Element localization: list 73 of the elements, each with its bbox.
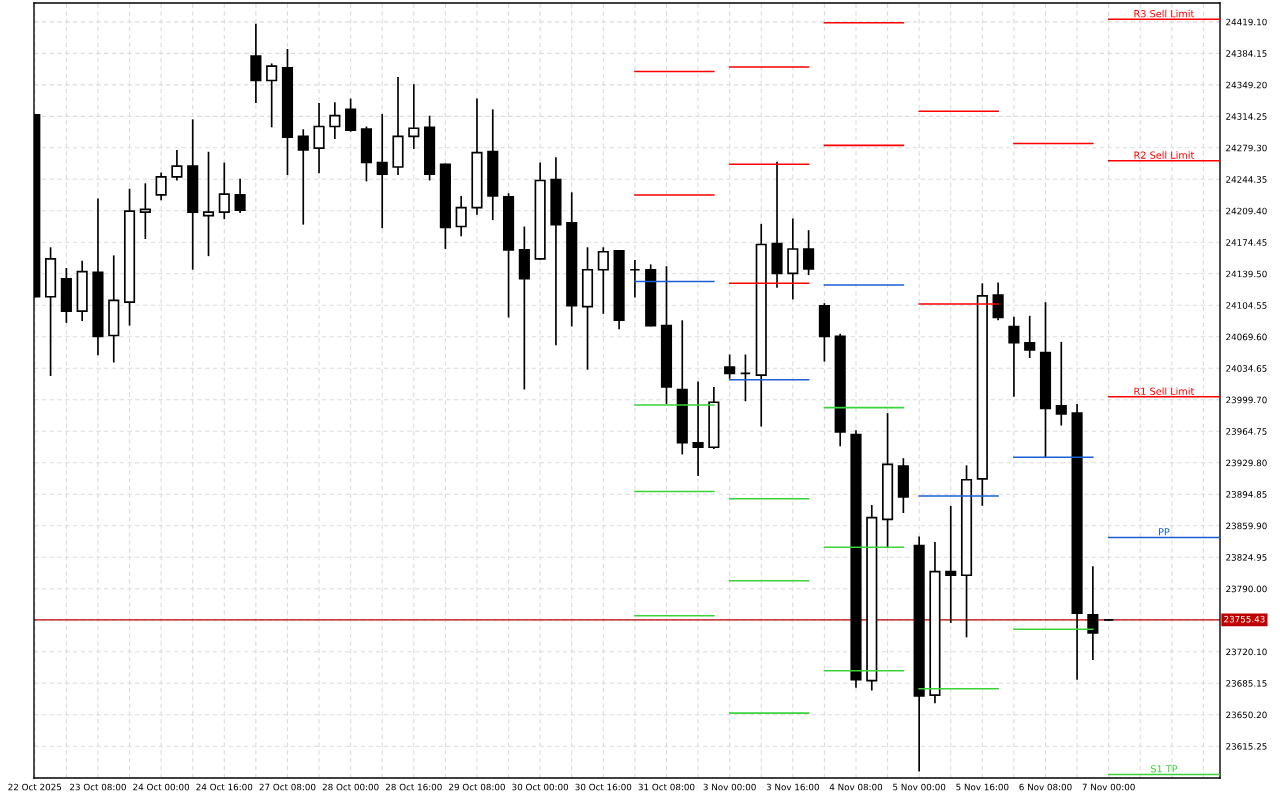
y-tick-label: 23650.20	[1226, 711, 1267, 719]
series-label: PP	[1159, 528, 1170, 536]
y-tick-label: 24384.15	[1226, 50, 1267, 57]
y-tick-label: 24174.45	[1226, 239, 1267, 246]
candlestick	[803, 230, 815, 276]
candlestick	[629, 259, 641, 298]
x-tick-label: 27 Oct 08:00	[259, 783, 316, 791]
y-tick-label: 23929.80	[1226, 459, 1267, 467]
candlestick	[739, 354, 752, 402]
x-tick-label: 3 Nov 00:00	[703, 783, 756, 791]
y-tick-label: 24244.35	[1226, 176, 1267, 183]
candlestick	[1055, 341, 1067, 426]
x-tick-label: 30 Oct 00:00	[512, 783, 569, 791]
candlestick	[139, 183, 151, 240]
y-tick-label: 23894.85	[1226, 491, 1267, 498]
candlestick	[345, 98, 357, 132]
series-label: R1 Sell Limit	[1134, 387, 1195, 395]
y-tick-label: 24419.10	[1226, 18, 1267, 26]
series-label: R3 Sell Limit	[1134, 9, 1195, 18]
candlestick	[329, 102, 341, 140]
candlestick	[724, 354, 736, 379]
x-tick-label: 29 Oct 08:00	[449, 783, 505, 791]
candlestick	[313, 103, 325, 174]
y-tick-label: 24314.25	[1226, 113, 1267, 120]
candlestick	[218, 162, 230, 220]
candlestick	[266, 63, 278, 128]
x-tick-label: 22 Oct 2025	[8, 783, 62, 791]
y-tick-label: 23999.70	[1226, 396, 1267, 404]
candlestick	[171, 149, 183, 181]
x-tick-label: 28 Oct 16:00	[385, 783, 442, 791]
y-tick-label: 24069.60	[1226, 333, 1267, 341]
candlestick	[1087, 566, 1099, 660]
x-tick-label: 7 Nov 00:00	[1082, 783, 1135, 791]
x-tick-label: 30 Oct 16:00	[575, 783, 632, 791]
series-label: S1 TP	[1150, 765, 1178, 773]
x-tick-label: 24 Oct 16:00	[196, 783, 253, 791]
x-tick-label: 5 Nov 16:00	[956, 783, 1009, 791]
y-tick-label: 23685.15	[1226, 680, 1267, 687]
y-tick-label: 23859.90	[1226, 522, 1267, 530]
candlestick	[1008, 316, 1020, 397]
candlestick	[992, 282, 1004, 321]
y-tick-label: 24349.20	[1226, 81, 1267, 89]
x-tick-label: 4 Nov 08:00	[829, 783, 883, 791]
y-tick-label: 23964.75	[1226, 428, 1267, 435]
y-tick-label: 24139.50	[1226, 270, 1267, 278]
y-tick-label: 24209.40	[1226, 207, 1267, 215]
y-tick-label: 24034.65	[1226, 365, 1267, 372]
y-tick-label: 23790.00	[1226, 585, 1267, 593]
y-tick-label: 23824.95	[1226, 554, 1267, 561]
candlestick	[455, 195, 467, 237]
candlestick	[945, 505, 957, 623]
x-tick-label: 6 Nov 08:00	[1019, 783, 1072, 791]
candlestick	[234, 178, 246, 213]
y-tick-label: 24104.55	[1226, 302, 1267, 309]
candlestick	[692, 381, 704, 477]
y-tick-label: 23720.10	[1226, 648, 1267, 656]
candlestick	[376, 113, 388, 229]
series-label: R2 Sell Limit	[1134, 151, 1195, 159]
y-tick-label: 24279.30	[1226, 144, 1267, 152]
ref-line-label: 23755.43	[1224, 615, 1265, 623]
candlestick	[297, 129, 309, 225]
candlestick	[1024, 315, 1036, 358]
x-tick-label: 5 Nov 00:00	[893, 783, 946, 791]
x-tick-label: 24 Oct 00:00	[133, 783, 190, 791]
x-tick-label: 31 Oct 08:00	[638, 783, 695, 791]
x-tick-label: 23 Oct 08:00	[70, 783, 126, 791]
candlestick	[155, 172, 167, 201]
candlestick	[202, 151, 215, 257]
y-tick-label: 23615.25	[1226, 743, 1267, 750]
x-tick-label: 28 Oct 00:00	[322, 783, 379, 791]
candlestick	[408, 84, 420, 149]
x-tick-label: 3 Nov 16:00	[766, 783, 819, 791]
candlestick	[597, 247, 609, 314]
